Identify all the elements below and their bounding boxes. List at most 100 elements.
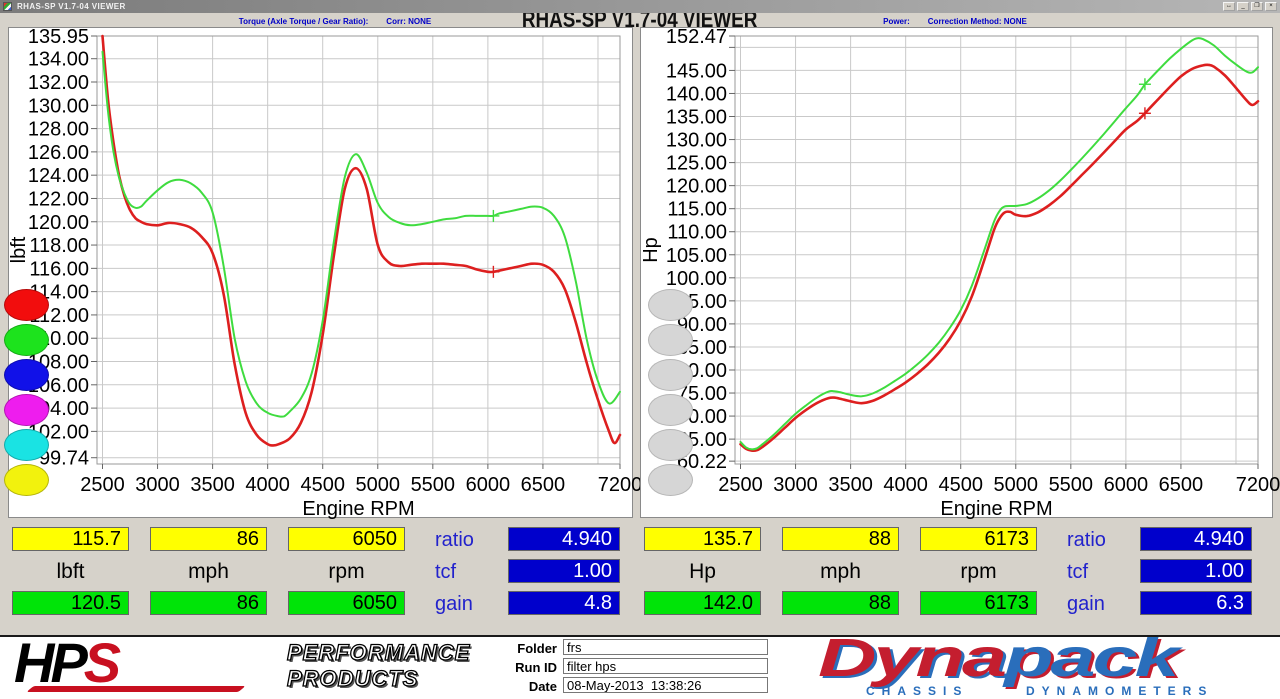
folder-input[interactable] — [563, 639, 768, 655]
restore-button[interactable]: ❐ — [1251, 2, 1263, 11]
x-tick-label: 6000 — [1104, 474, 1149, 496]
mph-unit-label: mph — [188, 560, 229, 583]
run-id-input[interactable] — [563, 658, 768, 674]
run-select-cyan-button[interactable] — [4, 429, 49, 461]
x-tick-label: 5500 — [1049, 474, 1094, 496]
power-green-rpm-box: 6173 — [920, 591, 1037, 615]
run-select-inactive-6-button[interactable] — [648, 464, 693, 496]
y-tick-label: 126.00 — [28, 142, 89, 164]
y-tick-label: 135.00 — [666, 107, 727, 129]
y-tick-label: 132.00 — [28, 72, 89, 94]
x-tick-label: 6500 — [521, 474, 566, 496]
hps-logo-hp: HP — [14, 631, 88, 694]
torque-chart-svg[interactable]: 135.95134.00132.00130.00128.00126.00124.… — [8, 26, 642, 520]
rpm-unit-label: rpm — [960, 560, 997, 583]
dynapack-chassis-label: CHASSIS — [866, 684, 969, 698]
x-tick-label: 3500 — [190, 474, 235, 496]
x-tick-label: 4500 — [938, 474, 983, 496]
mph-unit-label: mph — [820, 560, 861, 583]
power-chart[interactable]: 152.47 145.00 140.00 135.00 130.00 125.00 120.… — [640, 26, 1280, 520]
app-icon — [3, 2, 12, 11]
y-axis-title: lbft — [8, 236, 30, 263]
y-tick-label: 140.00 — [666, 83, 727, 105]
torque-green-rpm-box: 6050 — [288, 591, 405, 615]
plot-border — [734, 35, 1259, 465]
torque-chart[interactable]: 135.95 134.00 132.00 130.00 128.00 126.00 124.… — [8, 26, 642, 520]
torque-header-label: Torque (Axle Torque / Gear Ratio): — [238, 17, 369, 26]
minimize-button[interactable]: _ — [1237, 2, 1249, 11]
run-select-inactive-3-button[interactable] — [648, 359, 693, 391]
run-id-label: Run ID — [515, 660, 557, 675]
y-tick-label: 100.00 — [666, 268, 727, 290]
run-select-inactive-5-button[interactable] — [648, 429, 693, 461]
power-chart-panel: 152.47 145.00 140.00 135.00 130.00 125.00 120.… — [640, 26, 1280, 520]
power-header-label: Power: — [883, 17, 910, 26]
y-tick-label: 120.00 — [666, 176, 727, 198]
x-axis-title: Engine RPM — [940, 498, 1052, 520]
power-cursor-value-box: 135.7 — [644, 527, 761, 551]
x-tick-label: 5500 — [411, 474, 456, 496]
power-green-mph-box: 88 — [782, 591, 899, 615]
y-axis-title: Hp — [640, 237, 662, 263]
green-run-curve — [101, 50, 621, 418]
x-tick-label: 2500 — [718, 474, 763, 496]
x-tick-label: 5000 — [994, 474, 1039, 496]
close-button[interactable]: × — [1265, 2, 1277, 11]
torque-unit-label: lbft — [56, 560, 85, 583]
y-tick-label: 116.00 — [29, 258, 89, 280]
hps-tagline-line2: PRODUCTS — [286, 665, 419, 691]
red-run-curve — [739, 63, 1260, 453]
x-tick-label: 3500 — [828, 474, 873, 496]
y-tick-label: 130.00 — [666, 130, 727, 152]
x-tick-label: 3000 — [773, 474, 818, 496]
hps-logo-s: S — [83, 631, 121, 694]
ratio-value-box: 4.940 — [508, 527, 620, 551]
power-cursor-rpm-box: 6173 — [920, 527, 1037, 551]
x-tick-label: 7200 — [1236, 474, 1280, 496]
date-input[interactable] — [563, 677, 768, 693]
power-cursor-mph-box: 88 — [782, 527, 899, 551]
run-select-red-button[interactable] — [4, 289, 49, 321]
y-tick-label: 120.00 — [28, 212, 89, 234]
run-select-inactive-2-button[interactable] — [648, 324, 693, 356]
ratio-value-box: 4.940 — [1140, 527, 1252, 551]
readout-tables: 115.7 86 6050 lbft mph rpm 120.5 86 6050… — [0, 524, 1280, 630]
date-label: Date — [528, 679, 557, 694]
dynapack-logo-part2: pack — [1004, 628, 1180, 688]
x-tick-label: 2500 — [80, 474, 125, 496]
x-tick-label: 4000 — [245, 474, 290, 496]
y-tick-label: 134.00 — [28, 49, 89, 71]
dynapack-logo-part1: Dyna — [818, 628, 1007, 688]
rpm-unit-label: rpm — [328, 560, 365, 583]
run-select-magenta-button[interactable] — [4, 394, 49, 426]
power-chart-svg[interactable]: 152.47 145.00140.00135.00130.00125.00120.… — [640, 26, 1280, 520]
run-select-inactive-1-button[interactable] — [648, 289, 693, 321]
torque-corr-status: Corr: NONE — [386, 17, 432, 26]
gain-value-box: 4.8 — [508, 591, 620, 615]
power-corr-status: Correction Method: NONE — [927, 17, 1027, 26]
hps-logo: HPS — [14, 630, 121, 695]
run-select-inactive-4-button[interactable] — [648, 394, 693, 426]
y-tick-label: 135.95 — [28, 26, 89, 48]
power-chart-header: Power: Correction Method: NONE — [775, 17, 1135, 26]
torque-green-value-box: 120.5 — [12, 591, 129, 615]
power-green-value-box: 142.0 — [644, 591, 761, 615]
ratio-label: ratio — [435, 529, 474, 551]
run-select-blue-button[interactable] — [4, 359, 49, 391]
dynapack-dynamometers-label: DYNAMOMETERS — [1026, 684, 1214, 698]
run-select-green-button[interactable] — [4, 324, 49, 356]
y-tick-label: 128.00 — [28, 119, 89, 141]
window-buttons: ↔ _ ❐ × — [1223, 2, 1277, 11]
tcf-label: tcf — [1067, 561, 1089, 583]
y-tick-label: 105.00 — [666, 245, 727, 267]
y-tick-label: 145.00 — [666, 60, 727, 82]
x-tick-label: 4000 — [883, 474, 928, 496]
green-run-curve — [739, 37, 1259, 451]
titlebar: RHAS-SP V1.7-04 VIEWER ↔ _ ❐ × — [0, 0, 1280, 13]
resize-button[interactable]: ↔ — [1223, 2, 1235, 11]
x-axis-title: Engine RPM — [302, 498, 414, 520]
dynapack-logo: Dynapack — [818, 628, 1180, 688]
run-select-yellow-button[interactable] — [4, 464, 49, 496]
folder-label: Folder — [517, 641, 557, 656]
gain-label: gain — [1067, 593, 1105, 615]
